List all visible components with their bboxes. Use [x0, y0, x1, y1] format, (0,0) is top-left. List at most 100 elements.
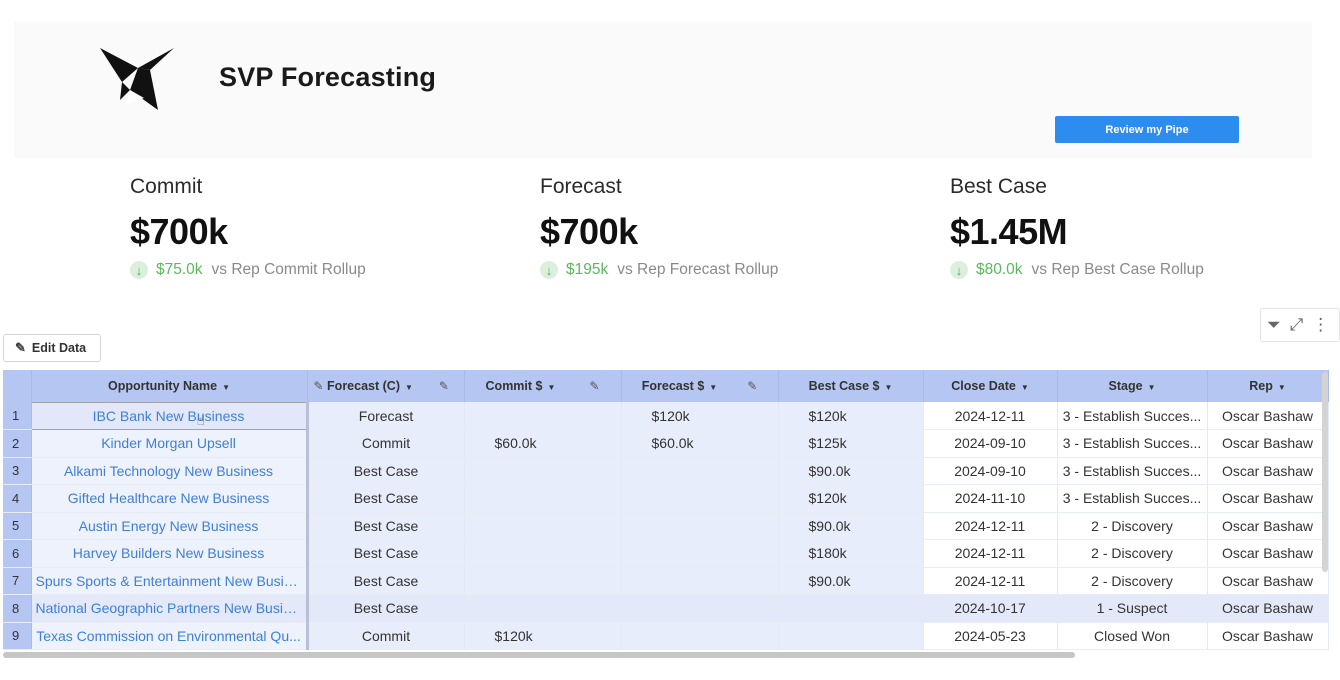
opportunity-link[interactable]: Gifted Healthcare New Business	[31, 484, 309, 513]
forecast-category-cell[interactable]: Commit	[307, 429, 465, 458]
close-date-cell: 2024-12-11	[923, 539, 1058, 568]
column-header-commit[interactable]: Commit $ ▼ ✎	[464, 370, 622, 402]
kpi-comparison: ↓ $80.0k vs Rep Best Case Rollup	[950, 261, 1204, 279]
forecast-category-cell[interactable]: Best Case	[307, 594, 465, 623]
forecast-cell[interactable]	[621, 484, 779, 513]
row-number: 7	[3, 567, 32, 595]
forecast-category-cell[interactable]: Commit	[307, 622, 465, 650]
table-row[interactable]: 1 IBC Bank New Business ☝ Forecast $120k …	[3, 401, 1329, 430]
commit-cell[interactable]	[464, 402, 622, 430]
forecast-cell[interactable]: $60.0k	[621, 429, 779, 458]
expand-icon[interactable]: ⤢	[1289, 315, 1304, 334]
forecast-category-cell[interactable]: Best Case	[307, 512, 465, 540]
kpi-forecast: Forecast $700k ↓ $195k vs Rep Forecast R…	[540, 175, 778, 279]
opportunity-link[interactable]: Spurs Sports & Entertainment New Busin..…	[31, 567, 309, 595]
forecast-cell[interactable]	[621, 567, 779, 595]
data-grid: Opportunity Name ▼ ✎ Forecast (C) ▼ ✎ Commi…	[3, 370, 1330, 662]
edit-data-button[interactable]: ✎ Edit Data	[3, 334, 101, 362]
kpi-commit: Commit $700k ↓ $75.0k vs Rep Commit Roll…	[130, 175, 366, 279]
best-case-cell[interactable]: $90.0k	[778, 512, 924, 540]
commit-cell[interactable]: $60.0k	[464, 429, 622, 458]
rep-cell: Oscar Bashaw	[1207, 402, 1329, 430]
opportunity-link[interactable]: IBC Bank New Business ☝	[30, 401, 309, 430]
commit-cell[interactable]	[464, 594, 622, 623]
forecast-cell[interactable]	[621, 594, 779, 623]
commit-cell[interactable]	[464, 567, 622, 595]
forecast-category-cell[interactable]: Best Case	[307, 457, 465, 485]
best-case-cell[interactable]	[778, 594, 924, 623]
column-header-rep[interactable]: Rep ▼	[1207, 370, 1329, 402]
best-case-cell[interactable]: $90.0k	[778, 567, 924, 595]
caret-down-icon[interactable]: ▼	[404, 383, 413, 392]
column-header-best-case[interactable]: Best Case $ ▼	[778, 370, 924, 402]
table-row[interactable]: 3 Alkami Technology New Business Best Ca…	[3, 457, 1329, 485]
rep-cell: Oscar Bashaw	[1207, 512, 1329, 540]
forecast-category-cell[interactable]: Forecast	[307, 402, 465, 430]
rep-cell: Oscar Bashaw	[1207, 539, 1329, 568]
row-number: 2	[3, 429, 32, 458]
best-case-cell[interactable]: $125k	[778, 429, 924, 458]
opportunity-link[interactable]: Harvey Builders New Business	[31, 539, 309, 568]
row-number: 6	[3, 539, 32, 568]
column-header-close-date[interactable]: Close Date ▼	[923, 370, 1058, 402]
stage-cell: Closed Won	[1057, 622, 1208, 650]
filter-icon[interactable]: ⏷	[1267, 315, 1281, 334]
table-row[interactable]: 8 National Geographic Partners New Busin…	[3, 594, 1329, 623]
rep-cell: Oscar Bashaw	[1207, 622, 1329, 650]
hand-cursor-icon: ☝	[196, 411, 206, 428]
review-pipe-button[interactable]: Review my Pipe	[1055, 116, 1239, 143]
caret-down-icon[interactable]: ▼	[1277, 383, 1286, 392]
vertical-scrollbar[interactable]	[1322, 372, 1328, 572]
kpi-delta: $75.0k	[156, 261, 203, 278]
caret-down-icon[interactable]: ▼	[222, 382, 230, 392]
caret-down-icon[interactable]: ▼	[1147, 383, 1156, 392]
kpi-comparison: ↓ $195k vs Rep Forecast Rollup	[540, 261, 778, 279]
rep-cell: Oscar Bashaw	[1207, 484, 1329, 513]
commit-cell[interactable]	[464, 512, 622, 540]
horizontal-scrollbar[interactable]	[3, 652, 1075, 658]
opportunity-link[interactable]: Austin Energy New Business	[31, 512, 309, 540]
table-row[interactable]: 6 Harvey Builders New Business Best Case…	[3, 539, 1329, 568]
forecast-cell[interactable]	[621, 622, 779, 650]
opportunity-link[interactable]: Texas Commission on Environmental Qu...	[31, 622, 309, 650]
commit-cell[interactable]: $120k	[464, 622, 622, 650]
close-date-cell: 2024-10-17	[923, 594, 1058, 623]
forecast-category-cell[interactable]: Best Case	[307, 567, 465, 595]
caret-down-icon[interactable]: ▼	[1020, 383, 1029, 392]
commit-cell[interactable]	[464, 457, 622, 485]
forecast-cell[interactable]	[621, 539, 779, 568]
column-header-forecast-c[interactable]: ✎ Forecast (C) ▼ ✎	[307, 370, 465, 402]
caret-down-icon[interactable]: ▼	[884, 383, 893, 392]
column-header-forecast[interactable]: Forecast $ ▼ ✎	[621, 370, 779, 402]
table-row[interactable]: 2 Kinder Morgan Upsell Commit $60.0k $60…	[3, 429, 1329, 458]
forecast-category-cell[interactable]: Best Case	[307, 484, 465, 513]
table-row[interactable]: 7 Spurs Sports & Entertainment New Busin…	[3, 567, 1329, 595]
forecast-cell[interactable]	[621, 457, 779, 485]
caret-down-icon[interactable]: ▼	[547, 383, 556, 392]
more-options-icon[interactable]: ⋮	[1312, 315, 1330, 334]
kpi-value: $700k	[540, 211, 638, 252]
table-row[interactable]: 9 Texas Commission on Environmental Qu..…	[3, 622, 1329, 650]
stage-cell: 3 - Establish Succes...	[1057, 429, 1208, 458]
best-case-cell[interactable]	[778, 622, 924, 650]
commit-cell[interactable]	[464, 539, 622, 568]
kpi-comparison: ↓ $75.0k vs Rep Commit Rollup	[130, 261, 366, 279]
best-case-cell[interactable]: $90.0k	[778, 457, 924, 485]
forecast-category-cell[interactable]: Best Case	[307, 539, 465, 568]
best-case-cell[interactable]: $180k	[778, 539, 924, 568]
forecast-cell[interactable]: $120k	[621, 402, 779, 430]
row-number: 4	[3, 484, 32, 513]
commit-cell[interactable]	[464, 484, 622, 513]
best-case-cell[interactable]: $120k	[778, 402, 924, 430]
row-number-header	[3, 370, 32, 402]
table-row[interactable]: 5 Austin Energy New Business Best Case $…	[3, 512, 1329, 540]
opportunity-link[interactable]: Kinder Morgan Upsell	[31, 429, 309, 458]
best-case-cell[interactable]: $120k	[778, 484, 924, 513]
column-header-opportunity[interactable]: Opportunity Name ▼	[31, 370, 308, 402]
forecast-cell[interactable]	[621, 512, 779, 540]
column-header-stage[interactable]: Stage ▼	[1057, 370, 1208, 402]
opportunity-link[interactable]: National Geographic Partners New Busin..…	[31, 594, 309, 623]
caret-down-icon[interactable]: ▼	[709, 383, 718, 392]
opportunity-link[interactable]: Alkami Technology New Business	[31, 457, 309, 485]
table-row[interactable]: 4 Gifted Healthcare New Business Best Ca…	[3, 484, 1329, 513]
